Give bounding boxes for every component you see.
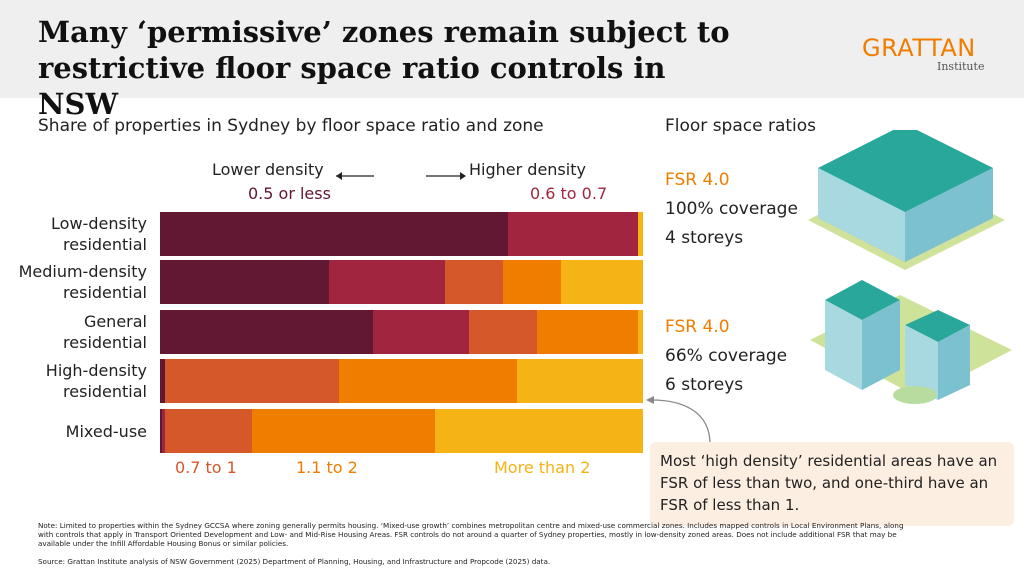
title: Many ‘permissive’ zones remain subject t… [38,15,730,121]
bar-segment [164,359,339,403]
bar-segment [162,409,165,453]
legend-label: More than 2 [494,458,591,477]
bar-segment [160,310,373,354]
bar-segment [160,359,165,403]
bar-segment [444,260,503,304]
coverage: 100% coverage [665,199,798,219]
coverage: 66% coverage [665,346,788,366]
legend-label: 0.7 to 1 [175,458,237,477]
annotation: Lower density [212,160,324,179]
bar-segment [160,409,163,453]
bar-segment [251,409,436,453]
bar-segment [517,359,643,403]
header-bar [0,0,1024,98]
category-label: High-density residential [45,361,147,401]
arrows [336,172,466,180]
annotation: Higher density [469,160,586,179]
bar-segment [536,310,639,354]
bar-segment [502,260,561,304]
category-label: Low-density residential [51,214,147,254]
source: Source: Grattan Institute analysis of NS… [38,557,551,566]
bar-segment [338,359,518,403]
logo-sub: Institute [937,60,985,73]
storeys: 6 storeys [665,375,744,395]
category-label: Mixed-use [65,421,147,441]
bar-segment [469,310,537,354]
callout-arrow [646,396,711,445]
bar-segment [160,212,508,256]
panel-title: Floor space ratios [665,116,817,136]
note: Note: Limited to properties within the S… [38,521,904,548]
logo: GRATTAN [862,34,976,62]
category-label: General residential [63,312,147,352]
callout: Most ‘high density’ residential areas ha… [650,442,1014,526]
legend-label: 0.5 or less [248,184,331,203]
bar-segment [435,409,643,453]
illustrations [808,130,1012,404]
category-label: Medium-density residential [18,262,147,302]
legend-label: 1.1 to 2 [296,458,358,477]
legend-label: 0.6 to 0.7 [530,184,608,203]
bar-segment [638,310,643,354]
fsr: FSR 4.0 [665,317,730,337]
storeys: 4 storeys [665,228,744,248]
chart-title: Share of properties in Sydney by floor s… [38,116,544,136]
bar-segment [560,260,643,304]
bar-segment [164,409,252,453]
bar-segment [638,212,643,256]
bar-segment [160,260,330,304]
bar-segment [372,310,470,354]
bar-segment [329,260,445,304]
fsr: FSR 4.0 [665,170,730,190]
bar-segment [507,212,639,256]
